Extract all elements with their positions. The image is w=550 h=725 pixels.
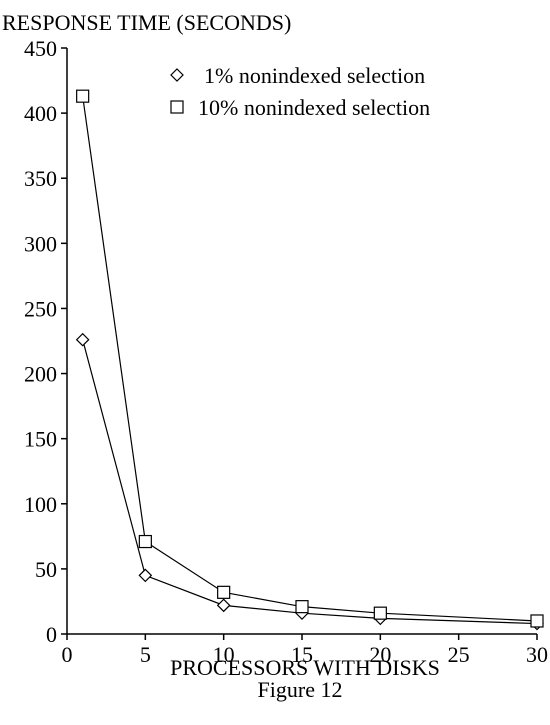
x-tick-label-15: 15 <box>291 642 313 667</box>
y-tick-label-350: 350 <box>24 166 57 191</box>
figure-caption: Figure 12 <box>258 677 343 702</box>
series-2 <box>76 89 544 628</box>
series-2-point-5 <box>373 606 387 620</box>
series-2-point-1 <box>76 89 90 103</box>
series-1 <box>75 332 544 631</box>
legend-label-2: 10% nonindexed selection <box>198 95 430 120</box>
y-tick-label-150: 150 <box>24 427 57 452</box>
x-tick-label-20: 20 <box>369 642 391 667</box>
legend-label-1: 1% nonindexed selection <box>204 63 425 88</box>
y-tick-label-300: 300 <box>24 231 57 256</box>
axes: 0 50 100 150 200 250 300 350 400 450 0 5 10 15 20 25 30 <box>24 36 548 667</box>
series-2-point-6 <box>530 614 544 628</box>
legend-marker-1 <box>170 68 184 82</box>
y-tick-label-400: 400 <box>24 101 57 126</box>
series-1-line <box>82 339 538 625</box>
series-1-point-3 <box>216 598 231 613</box>
x-tick-label-30: 30 <box>526 642 548 667</box>
x-tick-label-0: 0 <box>62 642 73 667</box>
series-2-point-4 <box>295 600 309 614</box>
x-tick-label-10: 10 <box>213 642 235 667</box>
series-2-point-2 <box>138 534 152 549</box>
y-axis-label: RESPONSE TIME (SECONDS) <box>2 10 291 35</box>
series-1-point-2 <box>138 568 153 583</box>
legend-marker-2 <box>170 100 184 114</box>
x-tick-label-25: 25 <box>448 642 470 667</box>
y-tick-label-0: 0 <box>46 622 57 647</box>
y-tick-label-50: 50 <box>35 557 57 582</box>
y-tick-label-250: 250 <box>24 296 57 321</box>
y-tick-label-450: 450 <box>24 36 57 61</box>
legend: 1% nonindexed selection 10% nonindexed se… <box>170 63 430 120</box>
series-1-point-1 <box>75 332 90 347</box>
y-tick-label-200: 200 <box>24 362 57 387</box>
series-2-line <box>82 96 538 622</box>
x-axis-label: PROCESSORS WITH DISKS <box>170 655 440 680</box>
series-2-point-3 <box>217 585 231 599</box>
y-tick-label-100: 100 <box>24 492 57 517</box>
series-layer <box>75 89 544 631</box>
x-tick-label-5: 5 <box>140 642 151 667</box>
